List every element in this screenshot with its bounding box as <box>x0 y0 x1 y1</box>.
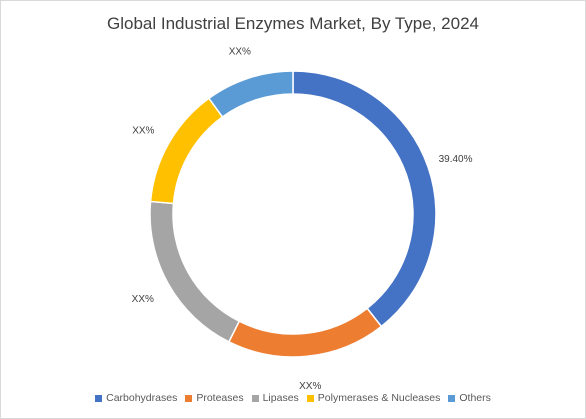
legend-item-polymerases-nucleases: Polymerases & Nucleases <box>306 392 441 404</box>
legend-swatch <box>306 394 314 402</box>
chart-legend: Carbohydrases Proteases Lipases Polymerases… <box>0 392 586 404</box>
legend-label: Others <box>459 392 491 404</box>
legend-label: Proteases <box>196 392 244 404</box>
data-label-lipases: XX% <box>132 294 154 305</box>
legend-label: Polymerases & Nucleases <box>317 392 441 404</box>
legend-swatch <box>95 394 103 402</box>
donut-slice-others <box>207 70 294 118</box>
donut-slice-carbohydrases <box>292 70 437 328</box>
legend-swatch <box>185 394 193 402</box>
donut-slice-lipases <box>149 200 241 343</box>
data-label-proteases: XX% <box>299 381 321 392</box>
legend-swatch <box>251 394 259 402</box>
legend-item-carbohydrases: Carbohydrases <box>95 392 177 404</box>
legend-item-others: Others <box>448 392 491 404</box>
data-label-polymerases-nucleases: XX% <box>132 125 154 136</box>
legend-item-lipases: Lipases <box>251 392 299 404</box>
chart-title: Global Industrial Enzymes Market, By Typ… <box>107 14 479 33</box>
donut-slice-polymerases-nucleases <box>149 97 224 205</box>
legend-label: Lipases <box>262 392 299 404</box>
data-label-others: XX% <box>229 46 251 57</box>
donut-slice-proteases <box>227 307 383 358</box>
data-label-carbohydrases: 39.40% <box>439 154 473 165</box>
legend-item-proteases: Proteases <box>185 392 244 404</box>
legend-swatch <box>448 394 456 402</box>
legend-label: Carbohydrases <box>106 392 178 404</box>
